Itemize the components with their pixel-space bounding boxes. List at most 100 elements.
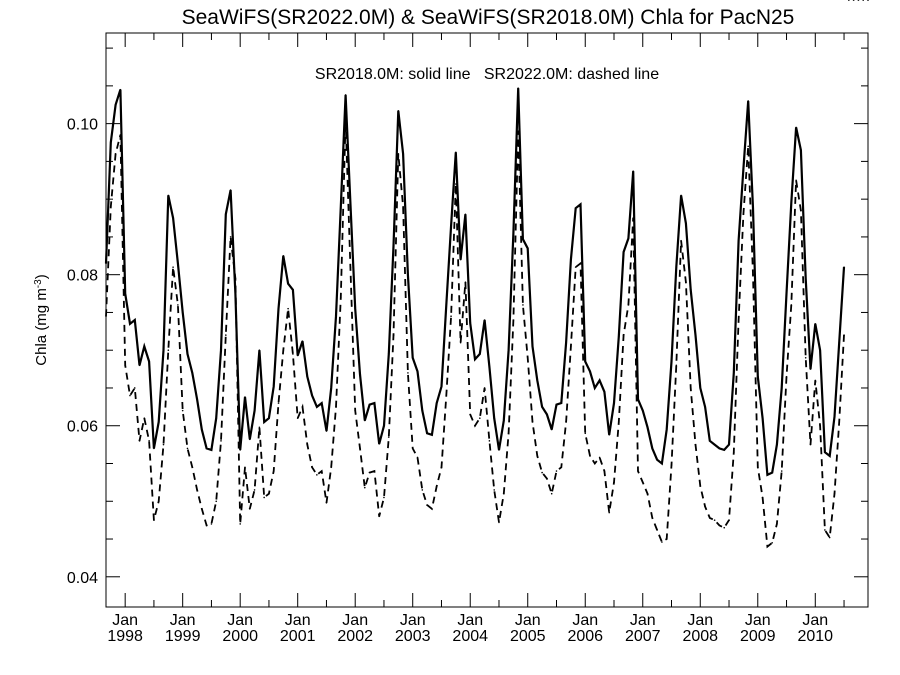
data-point [119,88,122,91]
data-point [320,402,323,404]
data-point [680,239,682,242]
x-tick-month-label: Jan [227,612,253,629]
data-point [661,541,663,543]
data-point [694,443,697,446]
data-point [316,474,318,476]
data-point [397,109,400,112]
data-point [109,205,112,208]
data-point [172,266,174,268]
tick-labels: 0.040.060.080.10Jan1998Jan1999Jan2000Jan… [67,117,833,645]
data-point [814,322,817,325]
data-point [756,466,759,469]
data-point [440,466,443,469]
data-point [565,421,567,423]
y-axis-label-close: ) [33,274,50,279]
data-point [622,251,625,253]
data-point [411,447,414,450]
data-point [579,203,582,206]
data-point [148,440,150,442]
data-point [838,421,841,423]
data-point [675,266,678,268]
data-point [201,428,203,431]
data-point [507,432,510,435]
data-point [354,307,357,310]
data-point [383,496,385,499]
data-point [129,322,131,325]
data-point [402,205,404,208]
data-point [718,447,721,450]
data-point [335,406,337,408]
data-point [685,222,687,225]
data-point [234,292,237,295]
data-point [459,258,462,261]
data-point [349,266,352,268]
data-point [349,202,352,204]
data-point [790,202,793,204]
data-point [215,417,218,419]
series-lines [104,0,869,549]
data-point [498,521,500,524]
data-point [771,471,773,474]
data-point [330,387,333,389]
data-point [819,424,821,427]
data-point [502,492,505,495]
data-point [426,432,428,435]
data-point [172,217,174,219]
data-point [191,466,194,469]
data-point [680,194,682,197]
data-point [407,273,409,276]
data-point [287,282,289,285]
data-point [335,315,337,318]
plot-area-frame [105,32,869,608]
data-point [800,149,802,151]
data-point [287,307,289,310]
data-point [517,87,519,89]
data-point [445,304,448,306]
data-point [455,151,457,154]
data-point [479,417,481,419]
data-point [723,526,726,529]
data-point [105,315,107,318]
data-point [785,375,788,378]
data-point [469,322,472,324]
x-tick-year-label: 2004 [452,628,488,645]
data-points-sr2018-0m [105,0,869,476]
data-point [747,100,749,102]
data-point [536,379,539,382]
data-point [546,413,548,416]
data-point [795,126,797,129]
data-point [340,205,342,208]
data-point [292,288,294,291]
data-point [776,443,778,446]
data-point [632,170,634,173]
data-point [857,0,860,1]
data-point [469,413,472,416]
data-point [709,440,711,442]
data-point [689,387,692,389]
data-point [431,434,433,436]
data-point [483,387,486,389]
data-point [603,470,606,472]
data-point [186,447,189,450]
data-point [656,529,658,531]
data-point [368,403,371,406]
data-point [661,462,663,465]
data-point [752,207,754,210]
data-point [819,349,821,352]
data-point [455,183,457,185]
data-point [157,421,160,423]
data-point [378,515,380,518]
data-point [359,447,361,450]
data-point [234,277,237,280]
data-point [613,402,615,404]
data-point [824,451,826,453]
data-point [239,449,241,451]
y-axis-label-superscript: -3 [33,279,44,288]
data-point [670,360,673,363]
data-point [598,379,601,382]
data-point [617,421,620,423]
data-point [368,471,371,474]
data-point [747,145,749,148]
data-point [325,501,328,504]
data-point [344,94,347,96]
